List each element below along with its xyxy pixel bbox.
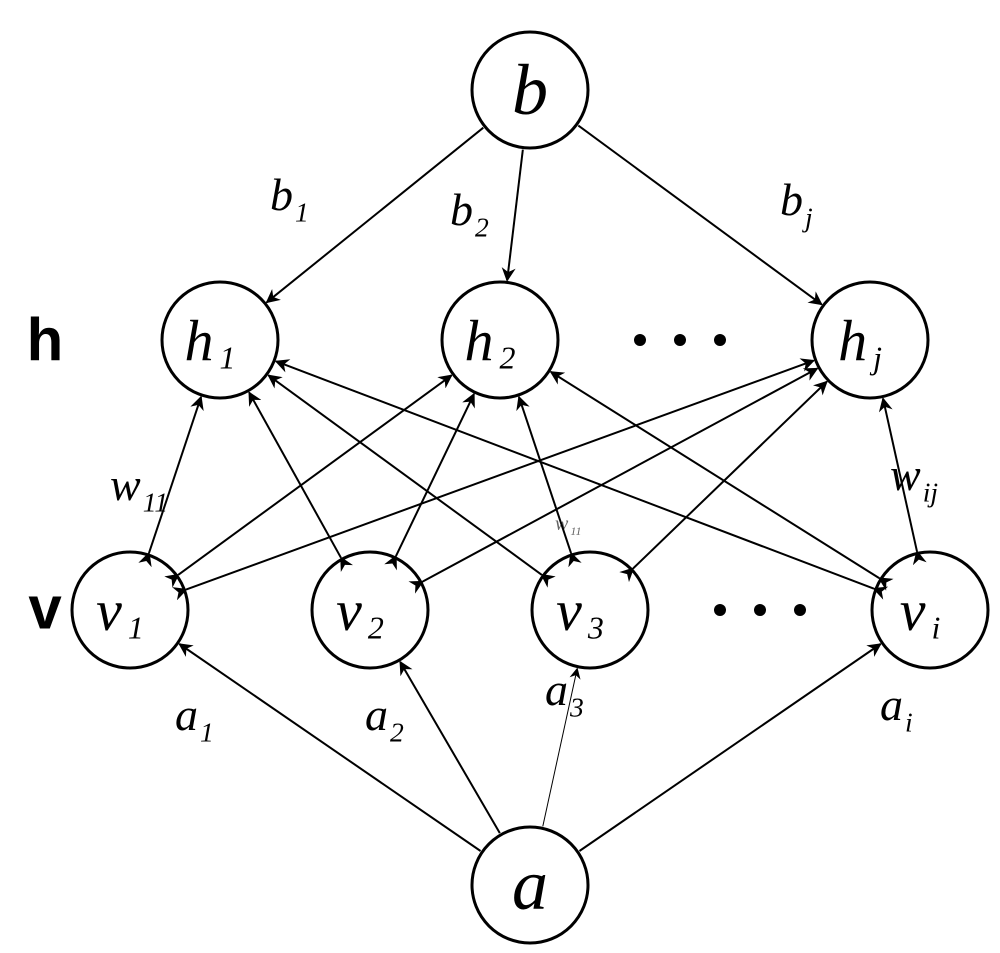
edge-label-4: wij [890,449,938,508]
node-label-a: a [512,845,548,925]
edge-v1-h1 [149,397,201,553]
edge-label-2: bj [780,174,813,233]
node-label-h2: h2 [465,308,516,375]
node-label-v2: v2 [336,578,384,645]
node-label-vi: vi [900,578,941,645]
edge-v1-h2 [178,375,451,574]
edge-b-h2 [507,150,523,281]
node-label-v3: v3 [556,578,604,645]
edge-label-9: ai [880,679,913,738]
edge-a-v2 [400,662,500,833]
edge-label-8: a3 [545,664,584,723]
node-hj [812,282,928,398]
edges [149,126,917,851]
edge-v2-h2 [396,394,474,556]
node-label-h1: h1 [185,308,236,375]
edge-vi-h2 [551,372,879,578]
h-layer-label: h [27,307,64,374]
v-layer-label: v [28,575,62,642]
edge-label-6: a1 [175,689,214,748]
edge-a-vi [579,644,880,851]
nodes: b h1 h2 hj v1 v2 v3 vi a [72,32,988,943]
rbm-diagram: b h1 h2 hj v1 v2 v3 vi a h v b1 b2 bj w11 wij w11 a1 a2 a3 a… [0,0,1000,953]
edge-a-v1 [179,644,480,851]
edge-label-0: b1 [270,169,309,228]
edge-v2-hj [423,369,817,582]
node-vi [872,552,988,668]
node-label-hj: hj [838,308,882,375]
edge-label-7: a2 [365,689,404,748]
ellipsis-1 [714,604,806,616]
edge-v3-hj [633,382,827,569]
ellipsis-0 [634,334,726,346]
node-label-v1: v1 [96,578,144,645]
edge-label-3: w11 [110,459,168,518]
edge-label-5: w11 [555,513,581,538]
edge-label-1: b2 [450,184,489,243]
node-label-b: b [512,50,548,130]
edge-v1-hj [186,361,813,590]
